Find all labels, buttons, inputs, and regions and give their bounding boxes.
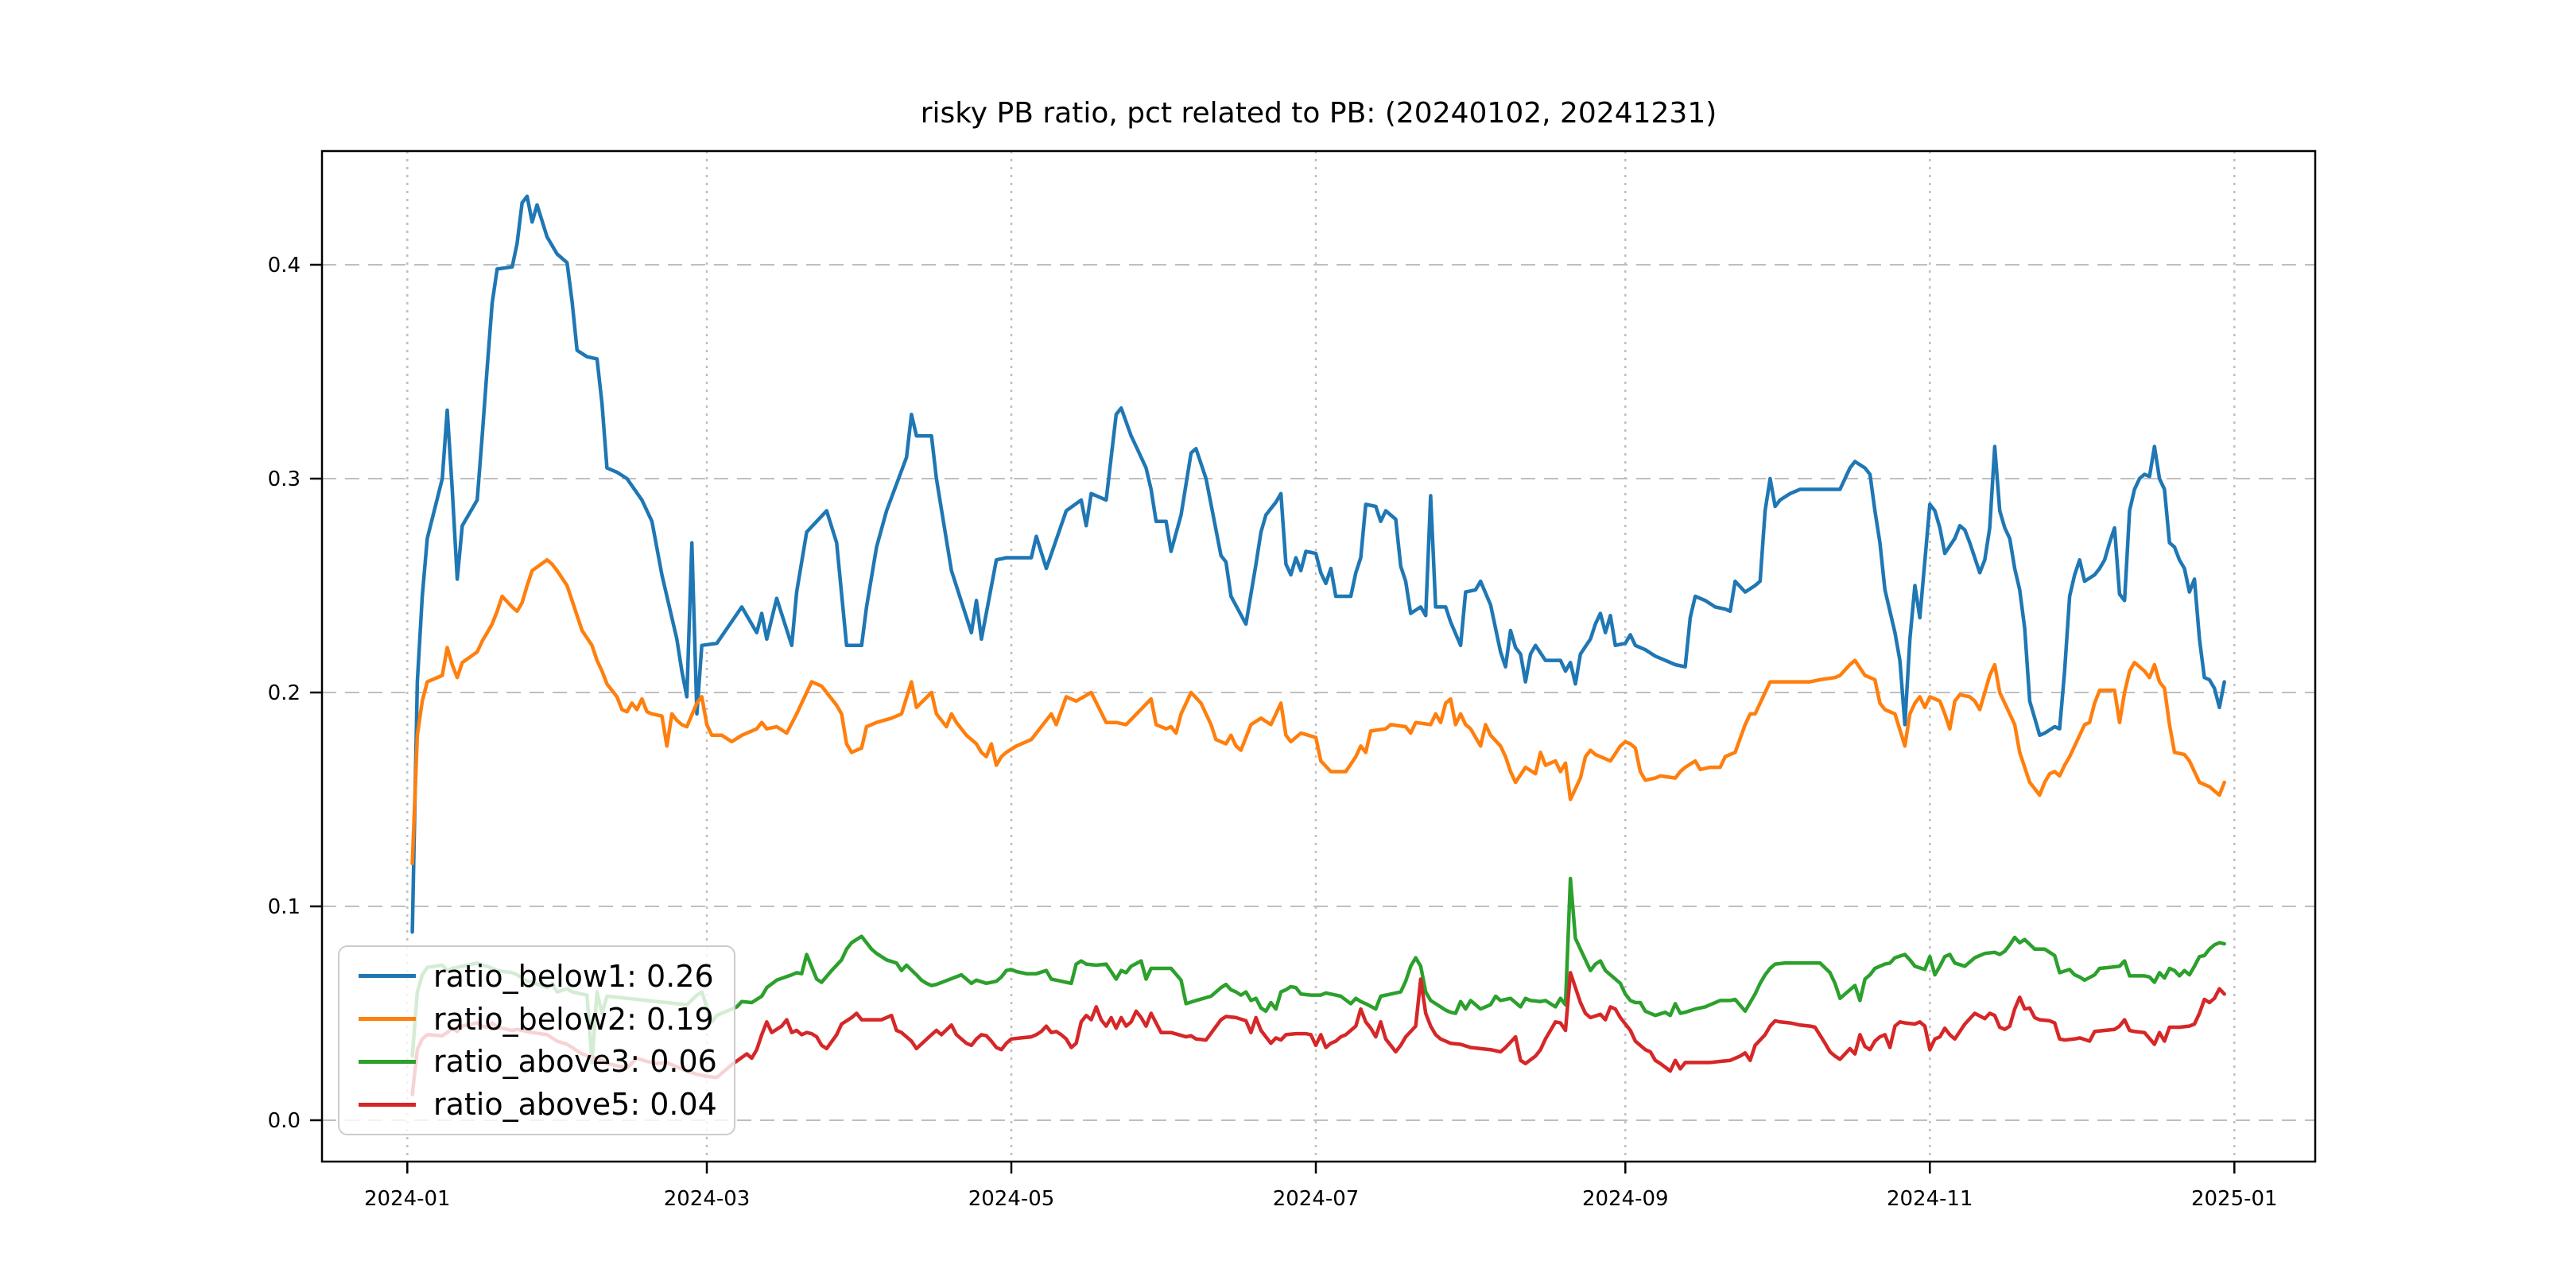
legend-label: ratio_above3: 0.06: [433, 1044, 717, 1080]
y-tick-label: 0.2: [268, 681, 301, 705]
x-tick-label: 2024-09: [1582, 1187, 1669, 1211]
x-tick-label: 2024-07: [1273, 1187, 1360, 1211]
chart-title: risky PB ratio, pct related to PB: (2024…: [920, 97, 1717, 130]
series-line-ratio_above3: [410, 876, 2226, 1065]
legend-label: ratio_below1: 0.26: [433, 958, 714, 994]
series-line-ratio_below1: [410, 194, 2226, 934]
legend-item: ratio_below1: 0.26: [359, 957, 734, 995]
plot-border: [320, 149, 2317, 1163]
x-tick-label: 2024-01: [364, 1187, 451, 1211]
y-tick-label: 0.0: [268, 1109, 301, 1133]
legend-label: ratio_below2: 0.19: [433, 1001, 714, 1037]
legend-line-sample-ratio_above5: [359, 1102, 416, 1107]
legend-item: ratio_below2: 0.19: [359, 1000, 734, 1038]
legend-item: ratio_above3: 0.06: [359, 1042, 734, 1080]
y-tick-label: 0.4: [268, 254, 301, 277]
legend: ratio_below1: 0.26 ratio_below2: 0.19 ra…: [338, 945, 735, 1135]
series-line-ratio_above5: [410, 971, 2226, 1096]
legend-item: ratio_above5: 0.04: [359, 1085, 734, 1123]
legend-line-sample-ratio_below2: [359, 1017, 416, 1022]
series-line-ratio_below2: [410, 557, 2226, 866]
legend-line-sample-ratio_above3: [359, 1059, 416, 1064]
legend-line-sample-ratio_below1: [359, 974, 416, 979]
x-tick-label: 2024-05: [968, 1187, 1055, 1211]
legend-label: ratio_above5: 0.04: [433, 1087, 717, 1123]
y-tick-label: 0.3: [268, 467, 301, 491]
x-tick-label: 2024-11: [1887, 1187, 1973, 1211]
x-tick-label: 2024-03: [664, 1187, 751, 1211]
x-tick-label: 2025-01: [2191, 1187, 2278, 1211]
y-tick-label: 0.1: [268, 895, 301, 919]
